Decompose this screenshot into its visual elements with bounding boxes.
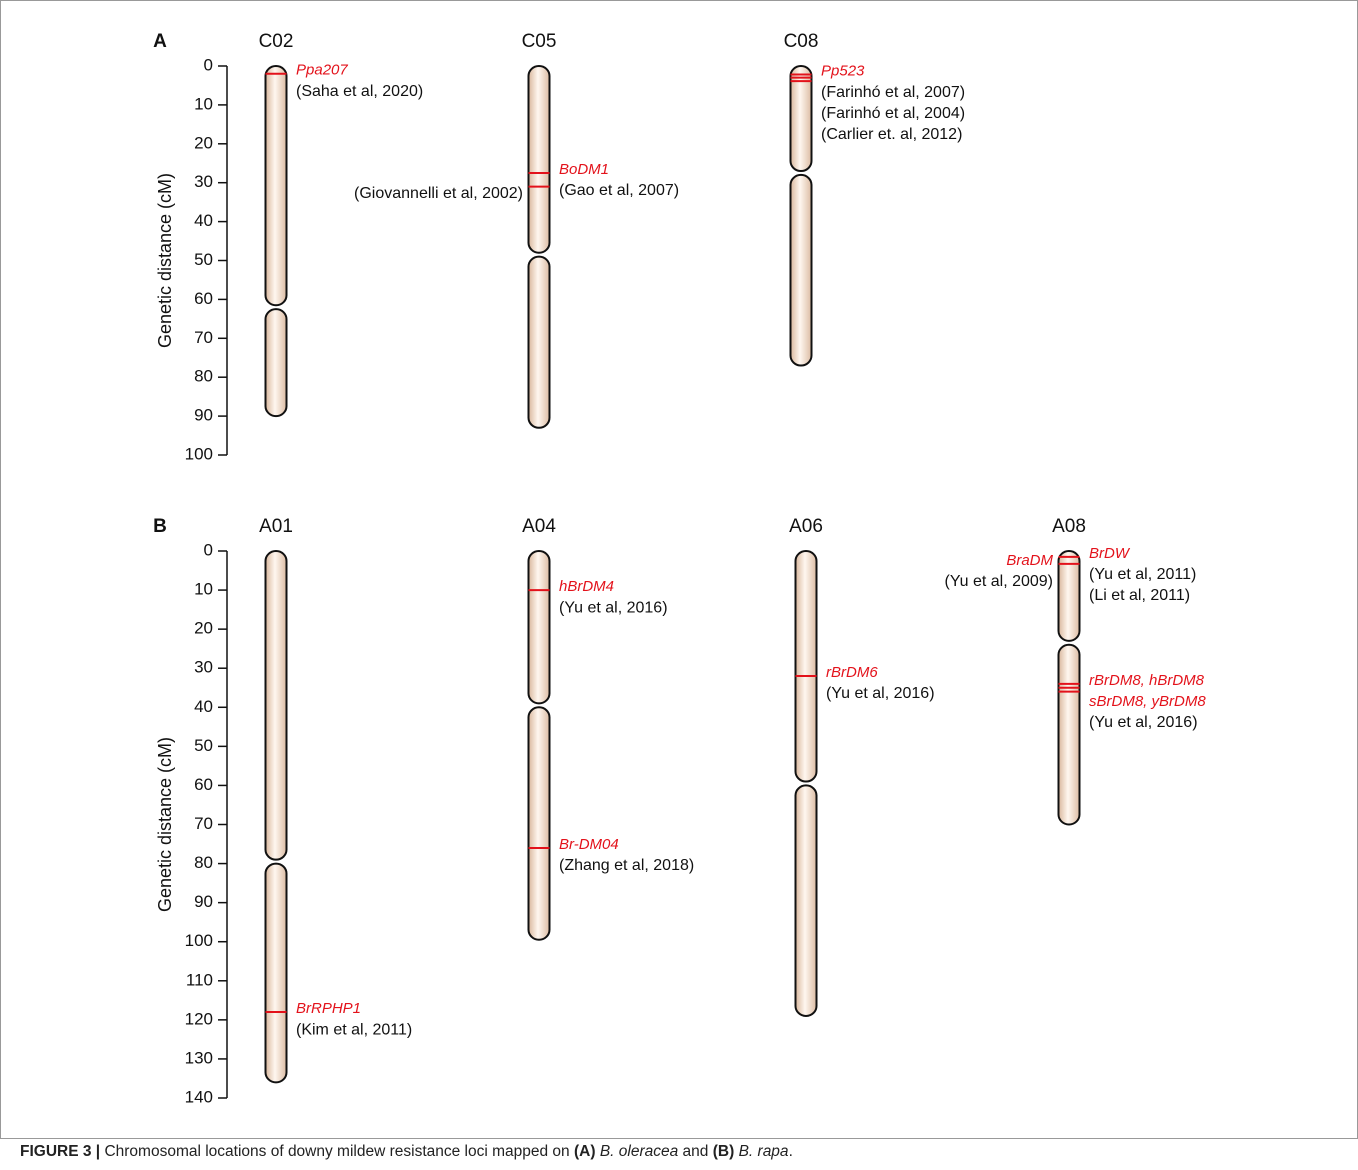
chromosome-arm — [266, 864, 287, 1083]
reference: (Farinhó et al, 2007) — [821, 84, 965, 101]
y-tick-label: 20 — [194, 619, 213, 638]
reference: (Yu et al, 2016) — [1089, 714, 1198, 731]
y-tick-label: 0 — [204, 55, 213, 74]
panel-label: A — [153, 31, 167, 52]
y-tick-label: 90 — [194, 892, 213, 911]
y-tick-label: 60 — [194, 289, 213, 308]
figure: A0102030405060708090100Genetic distance … — [0, 0, 1358, 1170]
y-tick-label: 30 — [194, 658, 213, 677]
y-tick-label: 40 — [194, 697, 213, 716]
y-tick-label: 20 — [194, 133, 213, 152]
locus-name: BraDM — [1006, 552, 1053, 569]
y-tick-label: 100 — [185, 444, 213, 463]
reference: (Carlier et. al, 2012) — [821, 126, 962, 143]
chromosome-name: A06 — [789, 516, 823, 537]
locus-name: Ppa207 — [296, 62, 348, 79]
caption-part: B. rapa — [739, 1143, 789, 1160]
panel-label: B — [153, 516, 167, 537]
locus-name: BrRPHP1 — [296, 1000, 361, 1017]
y-tick-label: 60 — [194, 775, 213, 794]
y-tick-label: 0 — [204, 540, 213, 559]
caption-part: and — [678, 1143, 712, 1160]
chromosome-arm — [266, 309, 287, 416]
locus-name: sBrDM8, yBrDM8 — [1089, 693, 1206, 710]
reference: (Kim et al, 2011) — [296, 1021, 412, 1038]
chromosome-arm — [791, 175, 812, 366]
caption-part: (A) — [574, 1143, 596, 1160]
reference: (Zhang et al, 2018) — [559, 857, 694, 874]
y-tick-label: 90 — [194, 406, 213, 425]
y-tick-label: 10 — [194, 580, 213, 599]
y-tick-label: 50 — [194, 250, 213, 269]
y-tick-label: 140 — [185, 1087, 213, 1106]
caption-part: B. oleracea — [600, 1143, 678, 1160]
chromosome-arm — [529, 551, 550, 703]
chromosome-arm — [796, 785, 817, 1016]
reference: (Saha et al, 2020) — [296, 83, 423, 100]
y-tick-label: 120 — [185, 1009, 213, 1028]
y-axis-title: Genetic distance (cM) — [155, 737, 175, 912]
page: {"chart_data": [ {"type": "chromosome-ma… — [0, 0, 1358, 1170]
reference: (Yu et al, 2009) — [944, 573, 1053, 590]
y-tick-label: 70 — [194, 328, 213, 347]
caption: FIGURE 3 | Chromosomal locations of down… — [20, 1143, 793, 1161]
chromosome-arm — [1059, 645, 1080, 825]
y-tick-label: 40 — [194, 211, 213, 230]
caption-part: Chromosomal locations of downy mildew re… — [100, 1143, 574, 1160]
chromosome-name: A08 — [1052, 516, 1086, 537]
reference: (Farinhó et al, 2004) — [821, 105, 965, 122]
reference: (Yu et al, 2016) — [826, 685, 935, 702]
chromosome-name: A04 — [522, 516, 556, 537]
reference: (Gao et al, 2007) — [559, 182, 679, 199]
reference: (Yu et al, 2011) — [1089, 566, 1196, 583]
chromosome-arm — [529, 707, 550, 939]
chromosome-arm — [266, 66, 287, 305]
locus-name: hBrDM4 — [559, 578, 614, 595]
reference: (Giovannelli et al, 2002) — [354, 185, 523, 202]
reference: (Yu et al, 2016) — [559, 599, 668, 616]
y-tick-label: 130 — [185, 1048, 213, 1067]
chromosome-name: C05 — [522, 31, 557, 52]
y-tick-label: 100 — [185, 931, 213, 950]
y-tick-label: 50 — [194, 736, 213, 755]
y-tick-label: 10 — [194, 94, 213, 113]
y-tick-label: 30 — [194, 172, 213, 191]
y-tick-label: 80 — [194, 367, 213, 386]
locus-name: BoDM1 — [559, 161, 609, 178]
locus-name: rBrDM6 — [826, 664, 878, 681]
y-tick-label: 80 — [194, 853, 213, 872]
chromosome-name: A01 — [259, 516, 293, 537]
locus-name: Pp523 — [821, 63, 865, 80]
chromosome-arm — [529, 257, 550, 428]
chromosome-name: C02 — [259, 31, 294, 52]
chromosome-arm — [796, 551, 817, 782]
chromosome-name: C08 — [784, 31, 819, 52]
y-tick-label: 110 — [186, 970, 213, 989]
caption-part: (B) — [713, 1143, 735, 1160]
locus-name: rBrDM8, hBrDM8 — [1089, 672, 1205, 689]
reference: (Li et al, 2011) — [1089, 587, 1190, 604]
y-axis-title: Genetic distance (cM) — [155, 173, 175, 348]
chromosome-arm — [266, 551, 287, 860]
y-tick-label: 70 — [194, 814, 213, 833]
caption-part: FIGURE 3 | — [20, 1143, 100, 1160]
locus-name: Br-DM04 — [559, 836, 619, 853]
caption-part: . — [789, 1143, 793, 1160]
locus-name: BrDW — [1089, 545, 1131, 562]
chromosome-arm — [529, 66, 550, 253]
